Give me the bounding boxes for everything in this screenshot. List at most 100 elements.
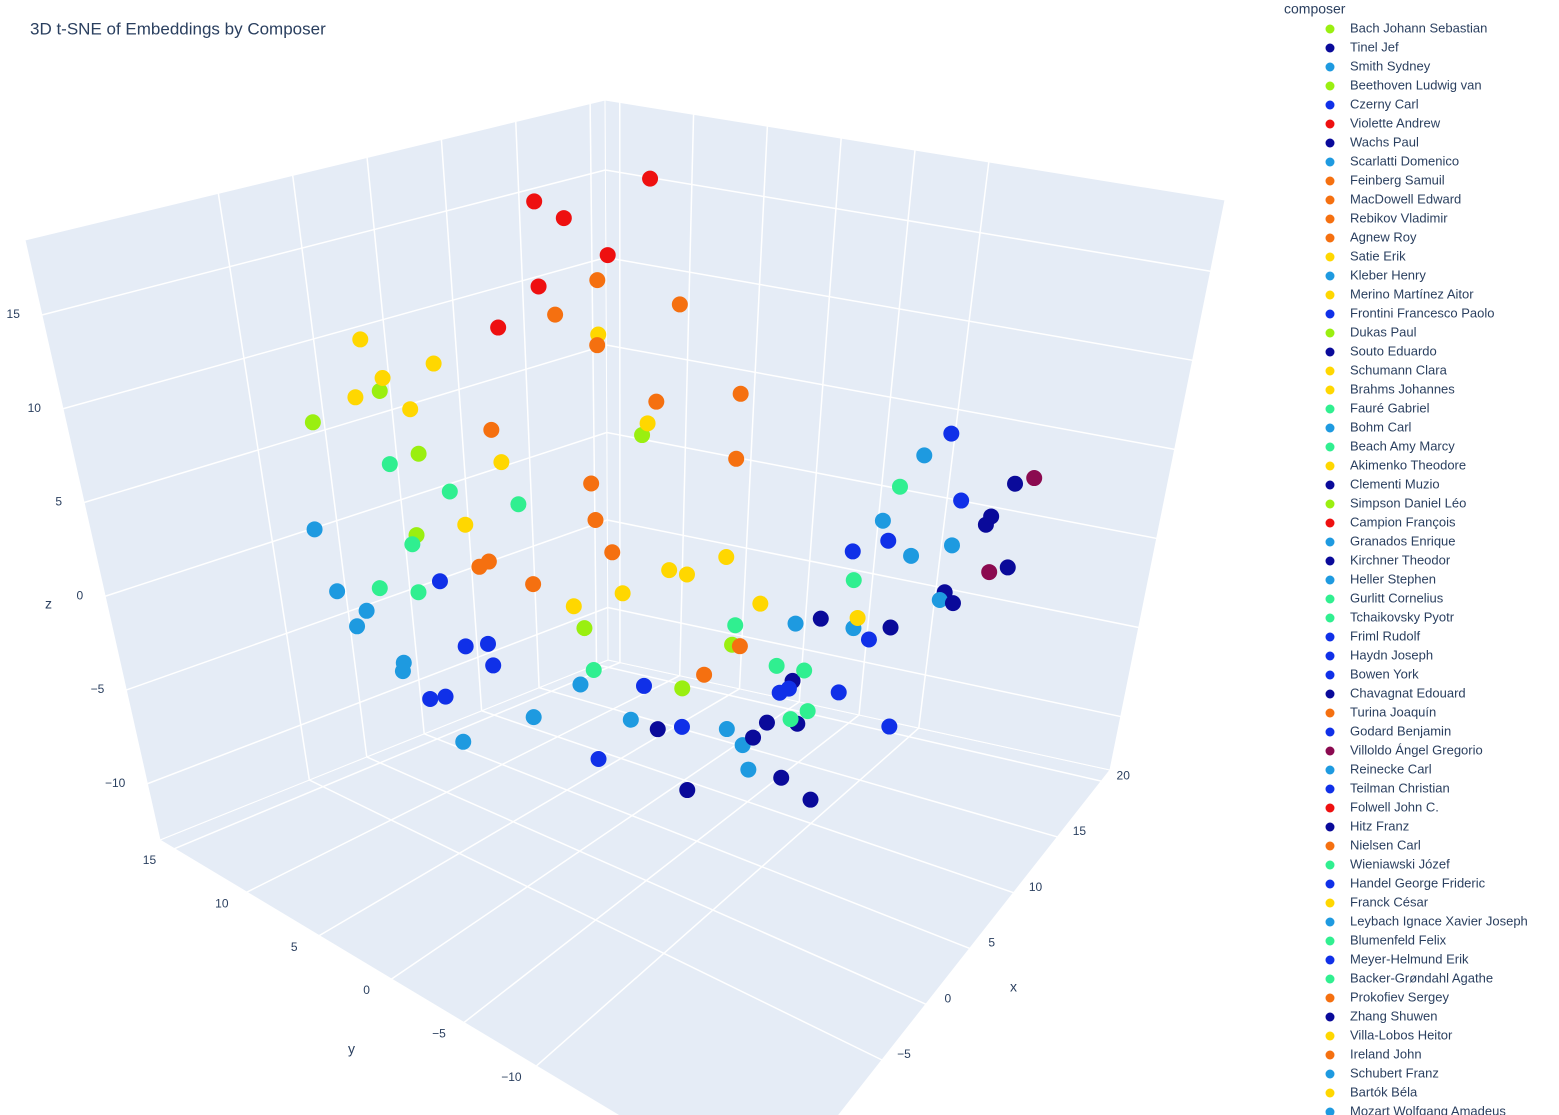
legend-text[interactable]: MacDowell Edward <box>1350 191 1461 206</box>
legend-text[interactable]: Ireland John <box>1350 1046 1422 1061</box>
legend-text[interactable]: Bach Johann Sebastian <box>1350 20 1487 35</box>
legend-text[interactable]: Zhang Shuwen <box>1350 1008 1437 1023</box>
legend-marker[interactable] <box>1325 442 1335 452</box>
legend-marker[interactable] <box>1325 803 1335 813</box>
legend-marker[interactable] <box>1325 1069 1335 1079</box>
legend-marker[interactable] <box>1325 765 1335 775</box>
legend-marker[interactable] <box>1325 480 1335 490</box>
legend-text[interactable]: Gurlitt Cornelius <box>1350 590 1444 605</box>
legend-text[interactable]: Bohm Carl <box>1350 419 1412 434</box>
legend-text[interactable]: Folwell John C. <box>1350 799 1439 814</box>
legend-text[interactable]: Godard Benjamin <box>1350 723 1451 738</box>
legend-text[interactable]: Villa-Lobos Heitor <box>1350 1027 1453 1042</box>
legend-text[interactable]: Czerny Carl <box>1350 96 1419 111</box>
legend-text[interactable]: Villoldo Ángel Gregorio <box>1350 742 1483 757</box>
legend-marker[interactable] <box>1325 974 1335 984</box>
legend-text[interactable]: Kleber Henry <box>1350 267 1426 282</box>
legend-marker[interactable] <box>1325 746 1335 756</box>
legend-text[interactable]: Granados Enrique <box>1350 533 1456 548</box>
legend-text[interactable]: Agnew Roy <box>1350 229 1417 244</box>
legend-text[interactable]: Wachs Paul <box>1350 134 1419 149</box>
legend-marker[interactable] <box>1325 860 1335 870</box>
legend-marker[interactable] <box>1325 461 1335 471</box>
legend-text[interactable]: Beethoven Ludwig van <box>1350 77 1482 92</box>
legend-marker[interactable] <box>1325 24 1335 34</box>
legend-marker[interactable] <box>1325 233 1335 243</box>
legend-marker[interactable] <box>1325 499 1335 509</box>
legend-marker[interactable] <box>1325 214 1335 224</box>
legend-text[interactable]: Violette Andrew <box>1350 115 1441 130</box>
legend-marker[interactable] <box>1325 81 1335 91</box>
legend-marker[interactable] <box>1325 290 1335 300</box>
legend-marker[interactable] <box>1325 138 1335 148</box>
legend-text[interactable]: Kirchner Theodor <box>1350 552 1451 567</box>
legend-marker[interactable] <box>1325 43 1335 53</box>
legend-text[interactable]: Teilman Christian <box>1350 780 1450 795</box>
legend-marker[interactable] <box>1325 537 1335 547</box>
legend-marker[interactable] <box>1325 347 1335 357</box>
legend-text[interactable]: Campion François <box>1350 514 1456 529</box>
legend-marker[interactable] <box>1325 917 1335 927</box>
legend-text[interactable]: Nielsen Carl <box>1350 837 1421 852</box>
legend-marker[interactable] <box>1325 841 1335 851</box>
legend-text[interactable]: Bowen York <box>1350 666 1419 681</box>
legend-text[interactable]: Schumann Clara <box>1350 362 1448 377</box>
legend-marker[interactable] <box>1325 594 1335 604</box>
legend-marker[interactable] <box>1325 195 1335 205</box>
legend-marker[interactable] <box>1325 423 1335 433</box>
legend-text[interactable]: Chavagnat Edouard <box>1350 685 1466 700</box>
legend-marker[interactable] <box>1325 366 1335 376</box>
legend-marker[interactable] <box>1325 613 1335 623</box>
legend-marker[interactable] <box>1325 556 1335 566</box>
legend-text[interactable]: Scarlatti Domenico <box>1350 153 1459 168</box>
legend-text[interactable]: Dukas Paul <box>1350 324 1417 339</box>
legend-marker[interactable] <box>1325 898 1335 908</box>
legend-text[interactable]: Leybach Ignace Xavier Joseph <box>1350 913 1528 928</box>
legend-text[interactable]: Heller Stephen <box>1350 571 1436 586</box>
legend-marker[interactable] <box>1325 404 1335 414</box>
legend-marker[interactable] <box>1325 328 1335 338</box>
legend-text[interactable]: Feinberg Samuil <box>1350 172 1445 187</box>
legend-text[interactable]: Friml Rudolf <box>1350 628 1420 643</box>
legend-marker[interactable] <box>1325 632 1335 642</box>
legend-marker[interactable] <box>1325 100 1335 110</box>
legend-text[interactable]: Frontini Francesco Paolo <box>1350 305 1495 320</box>
legend-text[interactable]: Tchaikovsky Pyotr <box>1350 609 1455 624</box>
legend-text[interactable]: Reinecke Carl <box>1350 761 1432 776</box>
legend-text[interactable]: Wieniawski Józef <box>1350 856 1450 871</box>
legend-marker[interactable] <box>1325 309 1335 319</box>
legend-text[interactable]: Satie Erik <box>1350 248 1406 263</box>
legend-text[interactable]: Bartók Béla <box>1350 1084 1418 1099</box>
legend-text[interactable]: Schubert Franz <box>1350 1065 1439 1080</box>
legend-marker[interactable] <box>1325 62 1335 72</box>
legend-marker[interactable] <box>1325 822 1335 832</box>
legend-marker[interactable] <box>1325 119 1335 129</box>
legend-text[interactable]: Clementi Muzio <box>1350 476 1440 491</box>
legend-text[interactable]: Franck César <box>1350 894 1429 909</box>
legend-text[interactable]: Rebikov Vladimir <box>1350 210 1448 225</box>
legend-text[interactable]: Blumenfeld Felix <box>1350 932 1447 947</box>
legend-text[interactable]: Mozart Wolfgang Amadeus <box>1350 1103 1506 1115</box>
legend-marker[interactable] <box>1325 993 1335 1003</box>
legend-text[interactable]: Smith Sydney <box>1350 58 1431 73</box>
legend-marker[interactable] <box>1325 271 1335 281</box>
legend-marker[interactable] <box>1325 651 1335 661</box>
legend-marker[interactable] <box>1325 157 1335 167</box>
legend-text[interactable]: Fauré Gabriel <box>1350 400 1430 415</box>
legend-text[interactable]: Meyer-Helmund Erik <box>1350 951 1469 966</box>
legend-marker[interactable] <box>1325 575 1335 585</box>
legend-marker[interactable] <box>1325 727 1335 737</box>
legend-text[interactable]: Akimenko Theodore <box>1350 457 1466 472</box>
legend-marker[interactable] <box>1325 670 1335 680</box>
legend-text[interactable]: Turina Joaquín <box>1350 704 1436 719</box>
legend-text[interactable]: Tinel Jef <box>1350 39 1399 54</box>
legend-text[interactable]: Handel George Frideric <box>1350 875 1486 890</box>
legend-marker[interactable] <box>1325 936 1335 946</box>
legend-marker[interactable] <box>1325 784 1335 794</box>
legend-text[interactable]: Beach Amy Marcy <box>1350 438 1455 453</box>
legend-text[interactable]: Prokofiev Sergey <box>1350 989 1449 1004</box>
legend-marker[interactable] <box>1325 955 1335 965</box>
legend-marker[interactable] <box>1325 1050 1335 1060</box>
legend-marker[interactable] <box>1325 385 1335 395</box>
legend-marker[interactable] <box>1325 1088 1335 1098</box>
